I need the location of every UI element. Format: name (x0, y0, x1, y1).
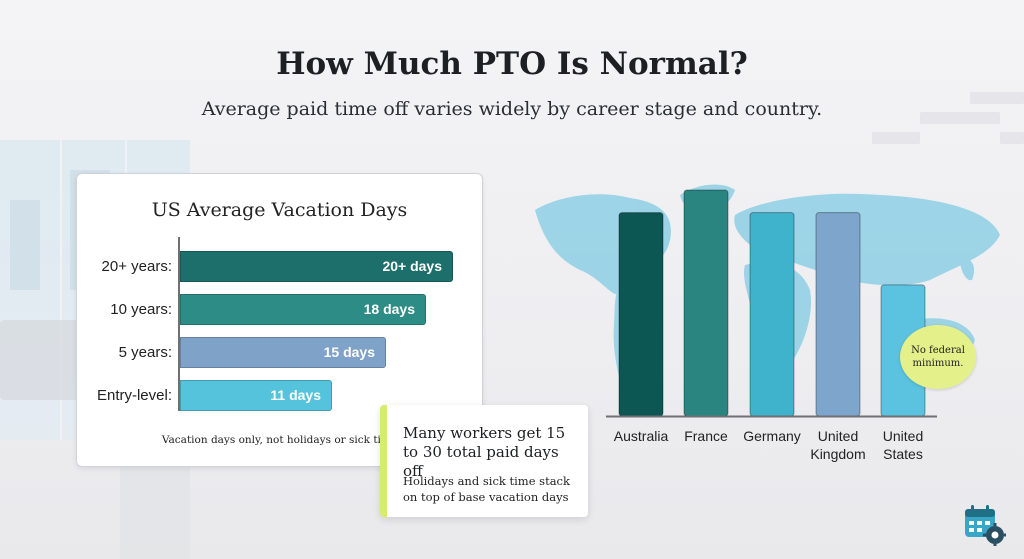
us-bar: 20+ days (180, 251, 453, 282)
calendar-gear-icon (965, 505, 1006, 546)
page-title: How Much PTO Is Normal? (276, 46, 748, 82)
country-bar-label: Australia (613, 428, 669, 444)
us-vacation-card: US Average Vacation Days Vacation days o… (76, 173, 483, 467)
callout-accent-strip (380, 405, 387, 517)
total-pto-callout: Many workers get 15 to 30 total paid day… (380, 405, 588, 517)
us-bar-value-label: 15 days (323, 344, 375, 360)
us-bar-label: 20+ years: (101, 258, 172, 275)
us-chart-title: US Average Vacation Days (151, 199, 408, 221)
us-bar-value-label: 20+ days (382, 258, 442, 274)
us-bar-label: 5 years: (118, 344, 172, 361)
us-chart-note: Vacation days only, not holidays or sick… (161, 434, 398, 446)
us-bar: 11 days (180, 380, 332, 411)
country-bar-label: United Kingdom (810, 428, 866, 462)
us-bar-label: Entry-level: (96, 387, 172, 404)
us-bar-value-label: 18 days (363, 301, 415, 317)
country-bar-label: France (684, 428, 728, 444)
us-chart-axis (178, 237, 180, 411)
country-bar-label: Germany (743, 428, 801, 444)
no-federal-minimum-sticker: No federal minimum. (900, 325, 976, 389)
us-bar: 15 days (180, 337, 386, 368)
callout-main-text: Many workers get 15 to 30 total paid day… (403, 424, 566, 480)
us-bar-label: 10 years: (110, 301, 172, 318)
page-subtitle: Average paid time off varies widely by c… (201, 98, 823, 120)
us-bar: 18 days (180, 294, 426, 325)
us-bar-value-label: 11 days (270, 387, 321, 403)
callout-sub-text: Holidays and sick time stack on top of b… (403, 474, 570, 504)
country-bar-label: United States (882, 428, 924, 462)
